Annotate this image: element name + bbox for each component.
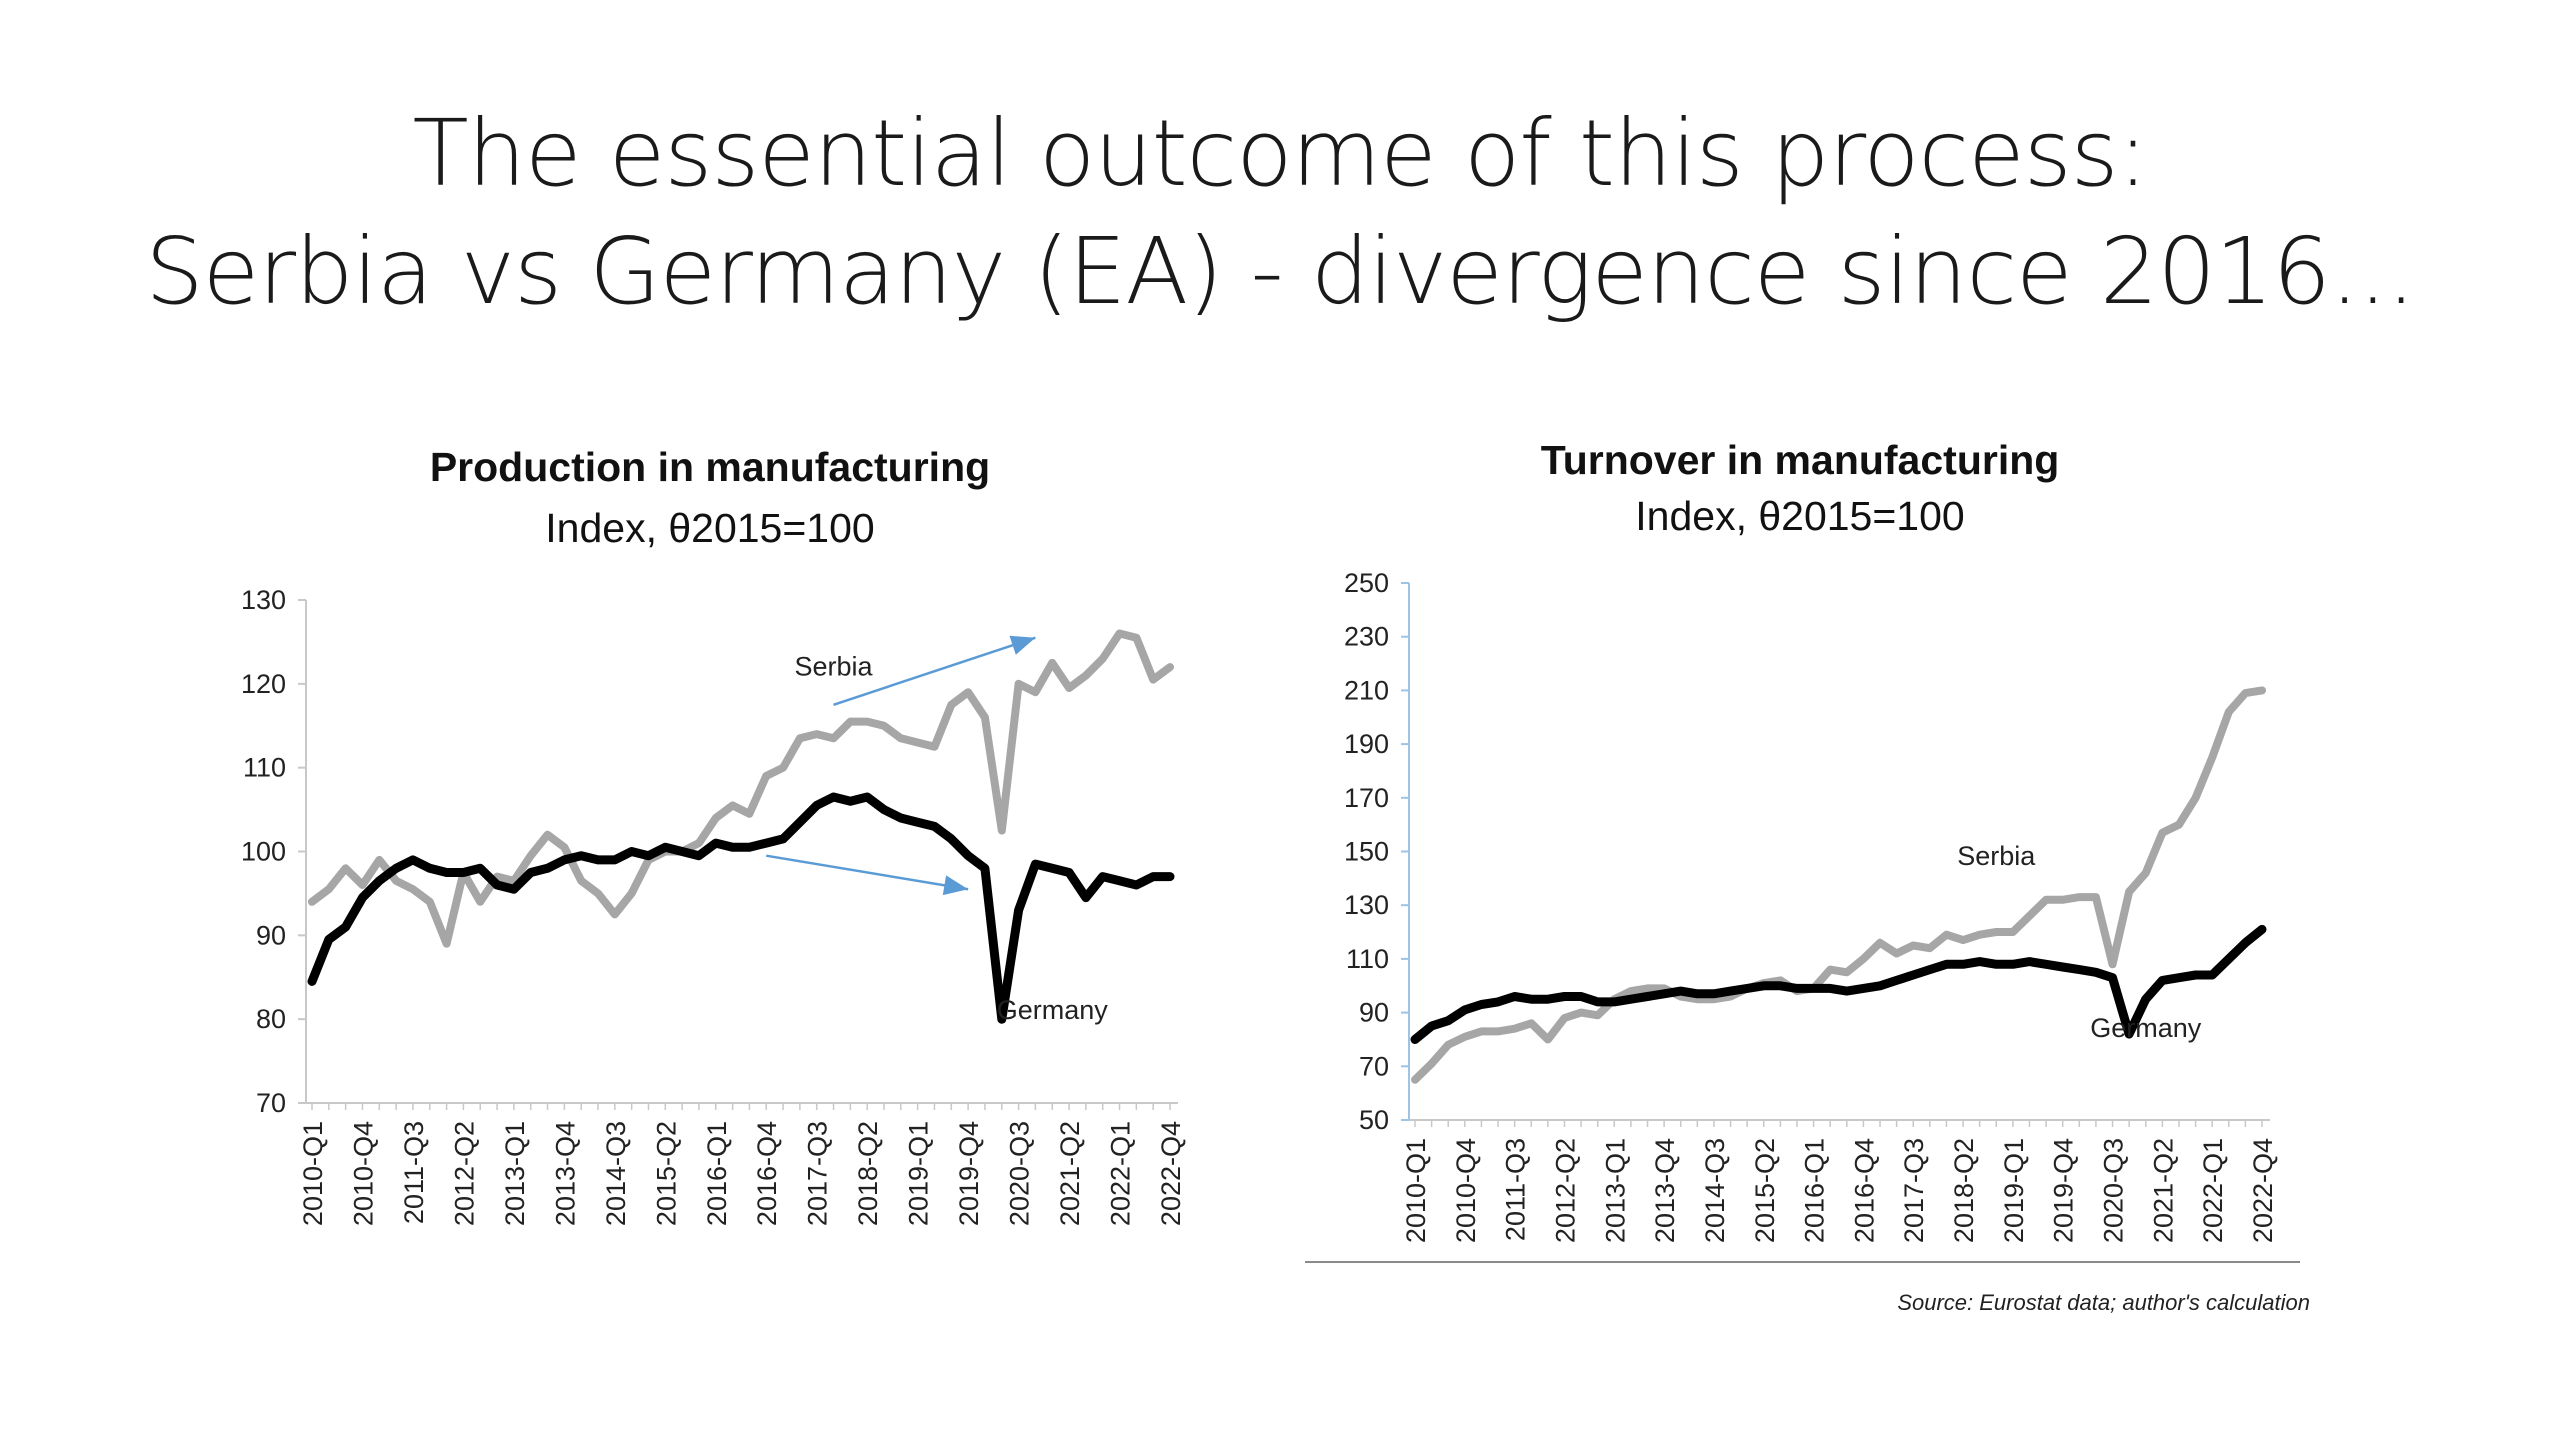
turnover-x-tick-label: 2012-Q2 [1550, 1138, 1580, 1243]
production-axes: 70 80 90 100 110 120 130 2010-Q1 2010-Q4 2011-Q3 2… [241, 585, 1186, 1226]
production-chart-title: Production in manufacturing [430, 444, 990, 490]
production-x-tick-label: 2012-Q2 [449, 1121, 479, 1226]
production-line-germany [307, 792, 1175, 1024]
production-y-tick-label: 110 [243, 753, 286, 783]
turnover-y-tick-label: 210 [1344, 675, 1389, 705]
production-label-serbia: Serbia [795, 651, 874, 681]
turnover-x-tick-label: 2011-Q3 [1501, 1138, 1531, 1241]
production-x-tick-label: 2020-Q3 [1005, 1121, 1035, 1226]
production-series: Serbia Germany [307, 629, 1175, 1025]
turnover-x-tick-label: 2022-Q4 [2248, 1138, 2278, 1243]
production-chart: Production in manufacturing Index, θ2015… [241, 444, 1186, 1226]
turnover-x-tick-label: 2015-Q2 [1750, 1138, 1780, 1243]
production-trend-arrow-head [942, 875, 969, 896]
production-x-tick-label: 2019-Q1 [904, 1121, 934, 1226]
production-x-tick-label: 2022-Q4 [1156, 1121, 1186, 1226]
turnover-line-serbia [1411, 686, 2266, 1084]
turnover-x-tick-label: 2020-Q3 [2099, 1138, 2129, 1243]
production-x-tick-label: 2015-Q2 [651, 1121, 681, 1226]
turnover-x-tick-label: 2018-Q2 [1949, 1138, 1979, 1243]
turnover-x-tick-label: 2019-Q4 [2049, 1138, 2079, 1243]
production-x-tick-label: 2010-Q1 [298, 1121, 328, 1226]
production-x-tick-label: 2014-Q3 [601, 1121, 631, 1226]
turnover-y-tick-label: 250 [1344, 568, 1389, 598]
production-line-serbia [308, 629, 1174, 948]
turnover-y-tick-label: 170 [1344, 783, 1389, 813]
turnover-line-germany [1410, 924, 2267, 1044]
source-note: Source: Eurostat data; author's calculat… [1897, 1290, 2310, 1315]
turnover-x-tick-label: 2021-Q2 [2148, 1138, 2178, 1243]
production-trend-arrow [833, 635, 1036, 706]
production-y-tick-label: 100 [241, 837, 286, 867]
production-trend-arrow [766, 854, 969, 896]
turnover-x-tick-label: 2016-Q1 [1800, 1138, 1830, 1243]
production-x-tick-label: 2018-Q2 [853, 1121, 883, 1226]
production-label-germany: Germany [997, 995, 1109, 1025]
slide-title-line-2: Serbia vs Germany (EA) - divergence sinc… [145, 218, 2416, 325]
production-x-tick-label: 2016-Q4 [752, 1121, 782, 1226]
production-y-tick-label: 130 [241, 585, 286, 615]
turnover-y-tick-label: 150 [1344, 837, 1389, 867]
turnover-chart-title: Turnover in manufacturing [1541, 437, 2060, 483]
production-x-tick-label: 2011-Q3 [399, 1121, 429, 1224]
production-x-tick-label: 2016-Q1 [702, 1121, 732, 1226]
turnover-y-tick-label: 110 [1346, 944, 1389, 974]
turnover-label-germany: Germany [2090, 1013, 2202, 1043]
production-chart-subtitle: Index, θ2015=100 [545, 505, 874, 551]
slide-title: The essential outcome of this process: S… [0, 95, 2560, 331]
turnover-series: Serbia Germany [1410, 686, 2267, 1084]
production-trend-arrow-head [1009, 635, 1036, 655]
turnover-y-tick-label: 70 [1359, 1051, 1389, 1081]
turnover-x-tick-label: 2013-Q1 [1600, 1138, 1630, 1243]
turnover-x-tick-label: 2019-Q1 [1999, 1138, 2029, 1243]
turnover-chart-subtitle: Index, θ2015=100 [1635, 493, 1964, 539]
production-trend-arrow-shaft [766, 854, 969, 891]
production-x-tick-label: 2010-Q4 [348, 1121, 378, 1226]
turnover-x-tick-label: 2010-Q1 [1401, 1138, 1431, 1243]
turnover-x-tick-label: 2022-Q1 [2198, 1138, 2228, 1243]
production-y-tick-label: 80 [256, 1004, 286, 1034]
production-x-tick-label: 2022-Q1 [1106, 1121, 1136, 1226]
production-x-tick-label: 2013-Q4 [550, 1121, 580, 1226]
slide-title-line-1: The essential outcome of this process: [412, 100, 2148, 207]
turnover-y-tick-label: 190 [1344, 729, 1389, 759]
production-y-tick-label: 90 [256, 920, 286, 950]
production-x-tick-label: 2013-Q1 [500, 1121, 530, 1226]
turnover-x-tick-label: 2013-Q4 [1650, 1138, 1680, 1243]
turnover-chart: Turnover in manufacturing Index, θ2015=1… [1305, 437, 2300, 1263]
turnover-y-tick-label: 230 [1344, 622, 1389, 652]
turnover-label-serbia: Serbia [1957, 841, 2036, 871]
turnover-x-tick-label: 2014-Q3 [1700, 1138, 1730, 1243]
production-trend-arrow-shaft [833, 636, 1036, 706]
production-x-tick-label: 2019-Q4 [954, 1121, 984, 1226]
turnover-y-tick-label: 90 [1359, 998, 1389, 1028]
turnover-x-tick-label: 2016-Q4 [1849, 1138, 1879, 1243]
turnover-axes: 50 70 90 110 130 150 170 190 210 230 250 2010-Q1 201… [1305, 568, 2300, 1263]
turnover-y-tick-label: 130 [1344, 890, 1389, 920]
production-x-tick-label: 2017-Q3 [803, 1121, 833, 1226]
turnover-y-tick-label: 50 [1359, 1105, 1389, 1135]
production-y-tick-label: 70 [256, 1088, 286, 1118]
turnover-x-tick-label: 2010-Q4 [1451, 1138, 1481, 1243]
production-x-tick-label: 2021-Q2 [1055, 1121, 1085, 1226]
production-y-tick-label: 120 [241, 669, 286, 699]
turnover-x-tick-label: 2017-Q3 [1899, 1138, 1929, 1243]
